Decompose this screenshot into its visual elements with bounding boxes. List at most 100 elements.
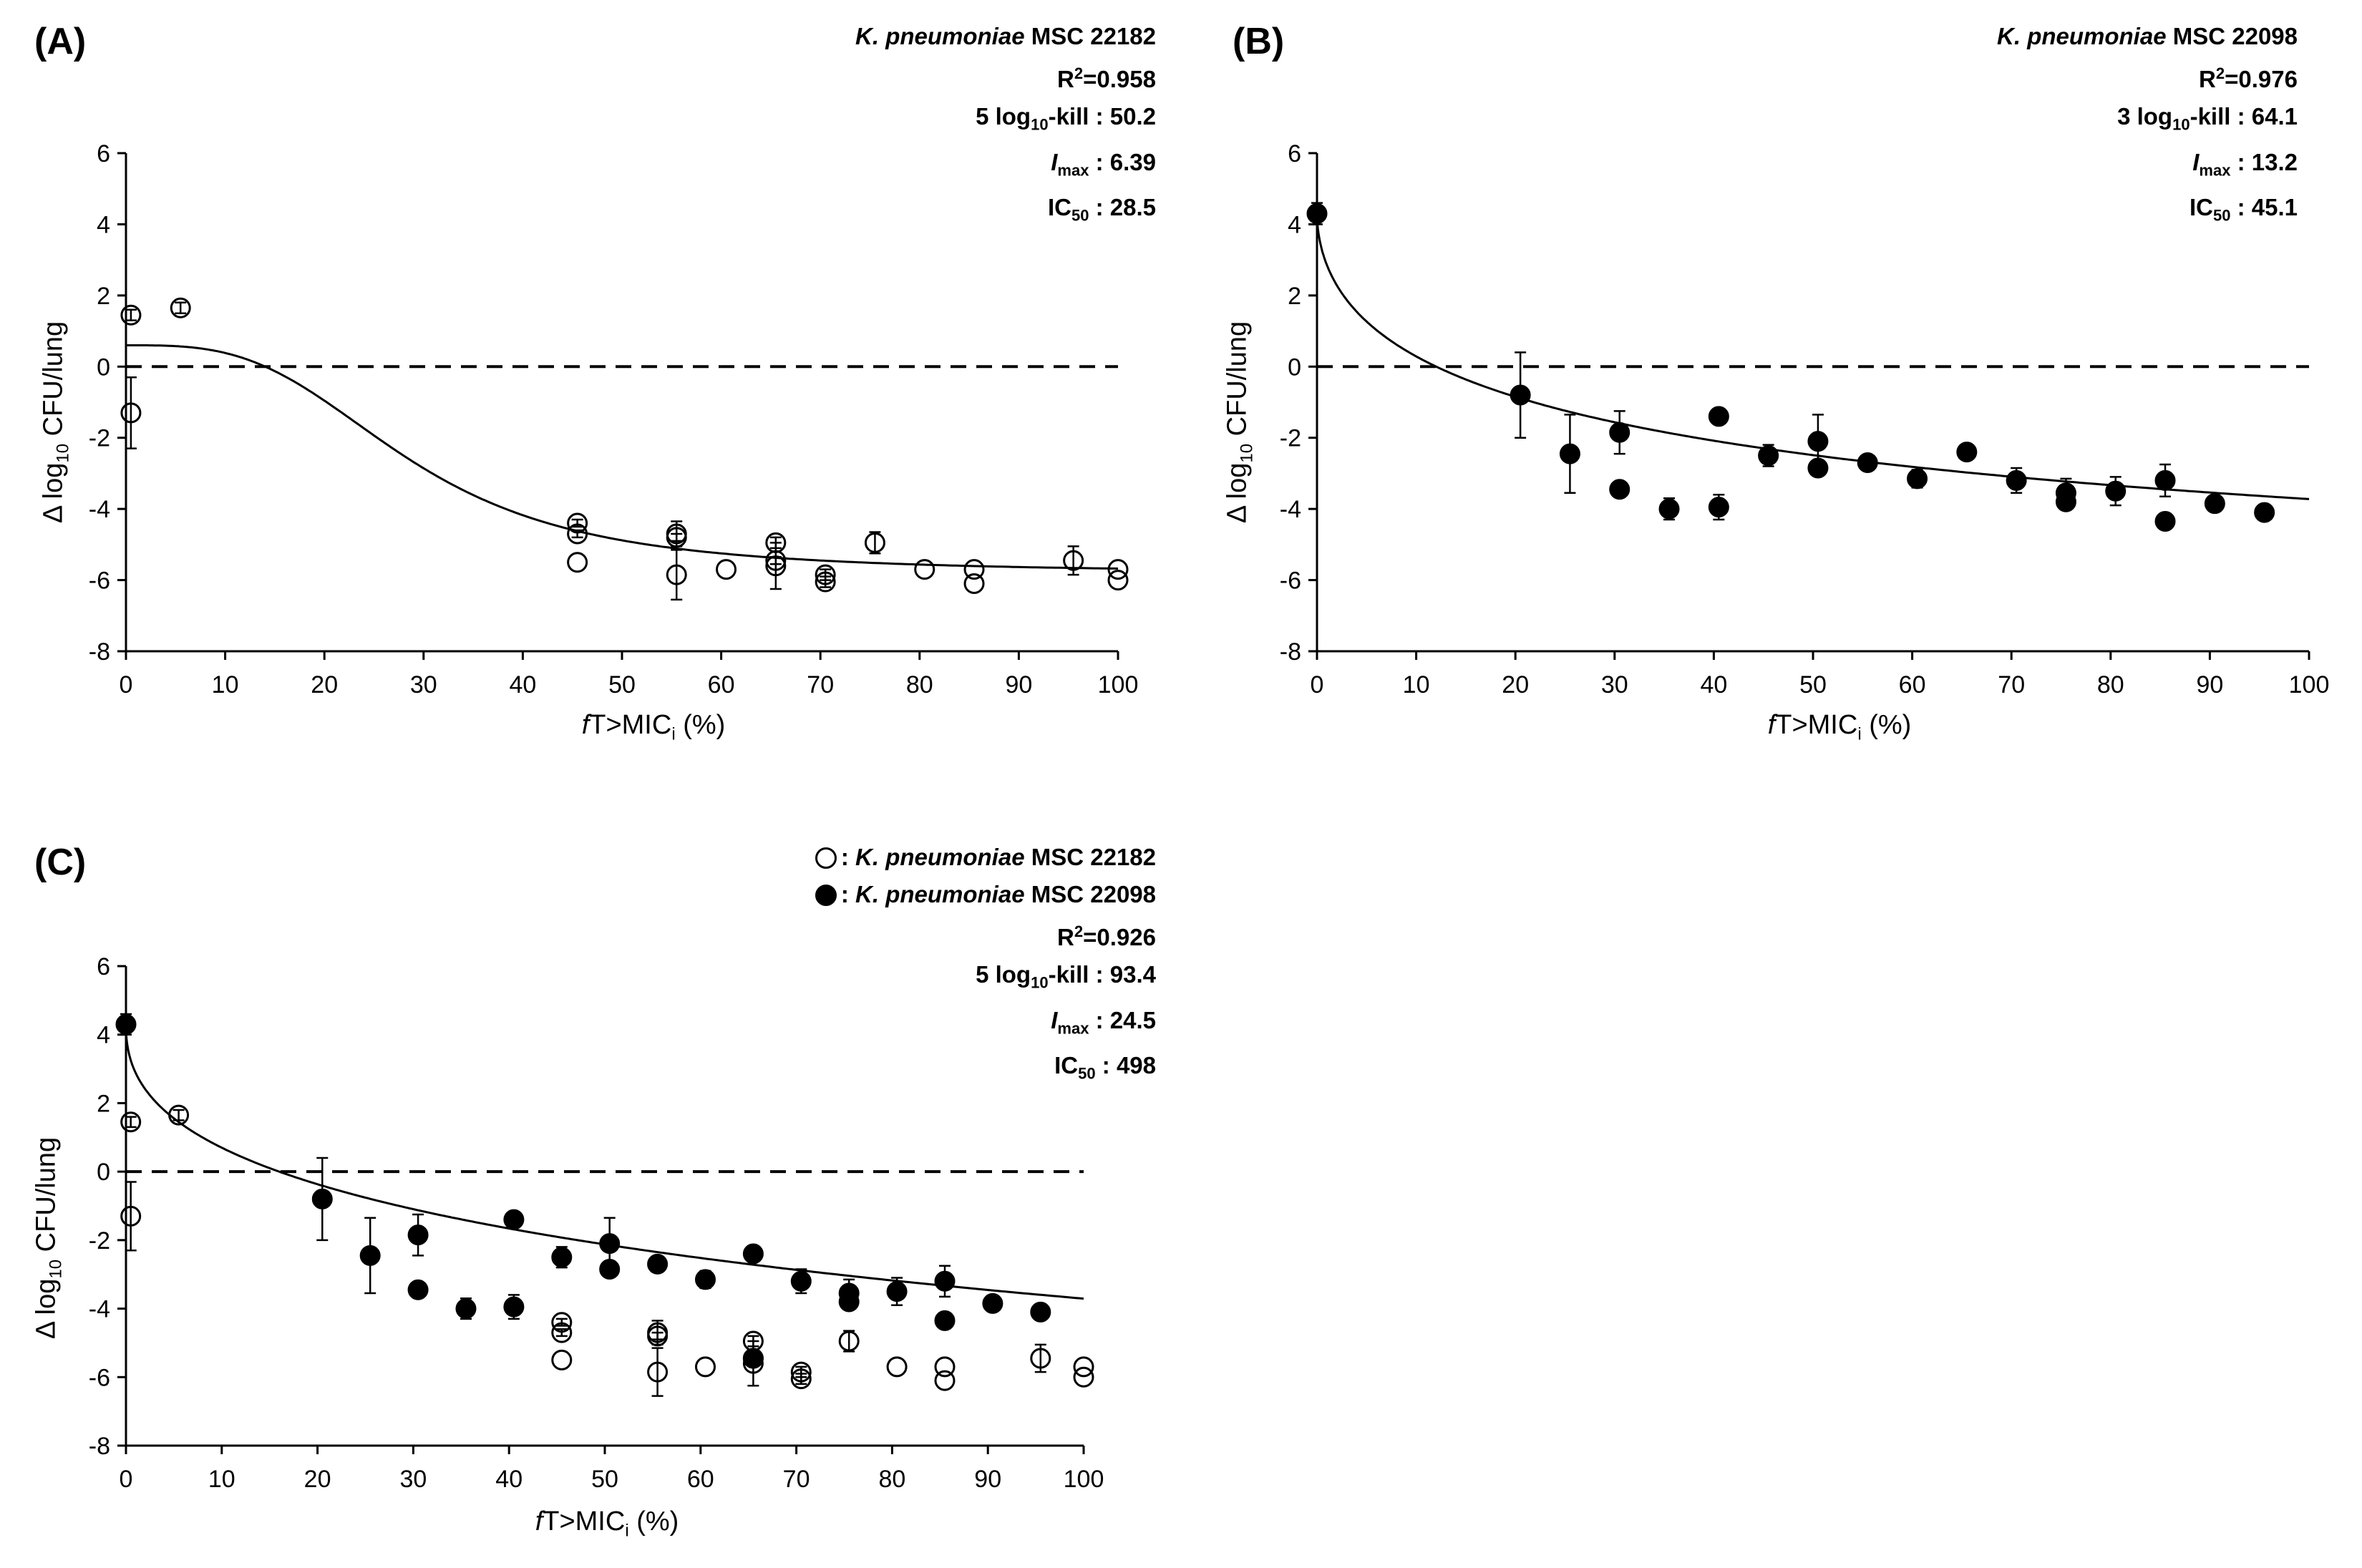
data-point-filled bbox=[2254, 502, 2275, 523]
data-point-open bbox=[1030, 1348, 1051, 1369]
data-point-open bbox=[647, 1361, 669, 1383]
data-point-open bbox=[647, 1325, 669, 1347]
y-tick-label: -8 bbox=[1280, 638, 1301, 666]
ic50-stat: IC50 : 498 bbox=[1054, 1052, 1156, 1083]
y-tick-label: 6 bbox=[1288, 140, 1301, 167]
y-tick-label: 0 bbox=[1288, 354, 1301, 381]
filled-circle-icon bbox=[815, 885, 837, 906]
data-point-filled bbox=[1708, 406, 1729, 427]
x-tick-label: 70 bbox=[807, 671, 834, 698]
strain-id: MSC 22182 bbox=[1031, 23, 1156, 49]
x-axis-title: fT>MICi (%) bbox=[581, 710, 726, 744]
r2-stat: R2=0.958 bbox=[1057, 64, 1156, 92]
y-tick-label: 4 bbox=[97, 211, 110, 238]
data-point-filled bbox=[1708, 497, 1729, 518]
x-tick-label: 80 bbox=[906, 671, 933, 698]
data-point-filled bbox=[742, 1348, 764, 1369]
y-tick-label: 2 bbox=[97, 1090, 110, 1117]
y-tick-label: 6 bbox=[97, 953, 110, 980]
panel-label: (B) bbox=[1233, 21, 1285, 62]
data-point-open bbox=[120, 1111, 142, 1133]
data-point-filled bbox=[1030, 1301, 1051, 1323]
data-point-open bbox=[815, 571, 836, 593]
data-point-filled bbox=[1658, 498, 1680, 520]
x-tick-label: 20 bbox=[311, 671, 338, 698]
data-point-open bbox=[934, 1370, 956, 1391]
x-tick-label: 90 bbox=[974, 1466, 1001, 1493]
y-axis-title: Δ log10 CFU/lung bbox=[31, 1136, 66, 1340]
stats-box: K. pneumoniae MSC 22182 R2=0.958 5 log10… bbox=[855, 18, 1156, 235]
data-point-open bbox=[1063, 550, 1084, 571]
x-tick-label: 100 bbox=[2289, 671, 2330, 698]
data-point-filled bbox=[551, 1247, 573, 1268]
data-point-filled bbox=[1559, 443, 1580, 464]
y-tick-label: -4 bbox=[89, 1296, 110, 1323]
x-tick-label: 40 bbox=[1700, 671, 1727, 698]
data-point-filled bbox=[647, 1253, 669, 1275]
data-point-filled bbox=[2055, 491, 2076, 512]
panel-label: (C) bbox=[34, 842, 87, 883]
y-tick-label: 0 bbox=[97, 1159, 110, 1186]
data-point-open bbox=[666, 527, 687, 548]
kill-stat: 5 log10-kill : 50.2 bbox=[976, 103, 1156, 134]
strain-title: K. pneumoniae MSC 22098 bbox=[1997, 18, 2298, 55]
data-point-filled bbox=[1857, 452, 1878, 474]
data-point-open bbox=[168, 1104, 190, 1126]
data-point-filled bbox=[2154, 511, 2176, 532]
x-tick-label: 80 bbox=[878, 1466, 905, 1493]
fitted-curve bbox=[1316, 213, 2310, 500]
series-open-circle bbox=[120, 297, 1129, 601]
x-tick-label: 0 bbox=[120, 1466, 133, 1493]
data-point-open bbox=[120, 402, 142, 424]
data-point-open bbox=[914, 559, 935, 580]
data-point-filled bbox=[503, 1296, 525, 1318]
y-tick-label: -6 bbox=[89, 1364, 110, 1391]
y-tick-label: -8 bbox=[89, 638, 110, 666]
ic50-stat: IC50 : 28.5 bbox=[1047, 194, 1156, 225]
x-tick-label: 70 bbox=[783, 1466, 810, 1493]
data-point-filled bbox=[694, 1269, 716, 1290]
data-point-filled bbox=[599, 1259, 621, 1280]
data-point-filled bbox=[407, 1279, 429, 1300]
y-tick-label: -6 bbox=[1280, 568, 1301, 595]
data-point-filled bbox=[886, 1281, 908, 1302]
x-tick-label: 0 bbox=[1311, 671, 1324, 698]
data-point-filled bbox=[1609, 479, 1630, 500]
data-point-filled bbox=[934, 1270, 956, 1292]
x-tick-label: 80 bbox=[2097, 671, 2124, 698]
data-point-open bbox=[120, 304, 142, 326]
data-point-filled bbox=[1609, 422, 1630, 443]
panel-b: (B) K. pneumoniae MSC 22098 R2=0.976 3 l… bbox=[1181, 0, 2362, 780]
series-filled-circle bbox=[1306, 202, 2275, 532]
data-point-open bbox=[694, 1356, 716, 1378]
data-point-open bbox=[1073, 1356, 1094, 1378]
data-point-open bbox=[886, 1356, 908, 1378]
data-point-filled bbox=[2204, 493, 2225, 515]
y-tick-label: 0 bbox=[97, 354, 110, 381]
data-point-open bbox=[934, 1356, 956, 1378]
imax-stat: Imax : 6.39 bbox=[1051, 148, 1156, 180]
data-point-filled bbox=[2105, 480, 2127, 502]
y-tick-label: -4 bbox=[89, 496, 110, 523]
x-tick-label: 90 bbox=[1005, 671, 1032, 698]
ic50-stat: IC50 : 45.1 bbox=[2189, 194, 2298, 225]
data-point-filled bbox=[1907, 468, 1928, 490]
data-point-filled bbox=[790, 1270, 812, 1292]
y-tick-label: -8 bbox=[89, 1433, 110, 1460]
open-circle-icon bbox=[815, 847, 837, 869]
data-point-filled bbox=[742, 1243, 764, 1265]
data-point-filled bbox=[1807, 431, 1829, 452]
x-axis-title: fT>MICi (%) bbox=[1767, 710, 1912, 744]
x-axis-title: fT>MICi (%) bbox=[535, 1506, 679, 1541]
x-tick-label: 90 bbox=[2196, 671, 2223, 698]
x-tick-label: 60 bbox=[708, 671, 735, 698]
stats-box: K. pneumoniae MSC 22098 R2=0.976 3 log10… bbox=[1997, 18, 2298, 235]
data-point-filled bbox=[311, 1188, 333, 1209]
data-point-open bbox=[963, 573, 985, 595]
data-point-open bbox=[765, 555, 787, 577]
y-axis-title: Δ log10 CFU/lung bbox=[38, 321, 73, 524]
strain-id: MSC 22098 bbox=[2172, 23, 2298, 49]
x-tick-label: 50 bbox=[608, 671, 636, 698]
